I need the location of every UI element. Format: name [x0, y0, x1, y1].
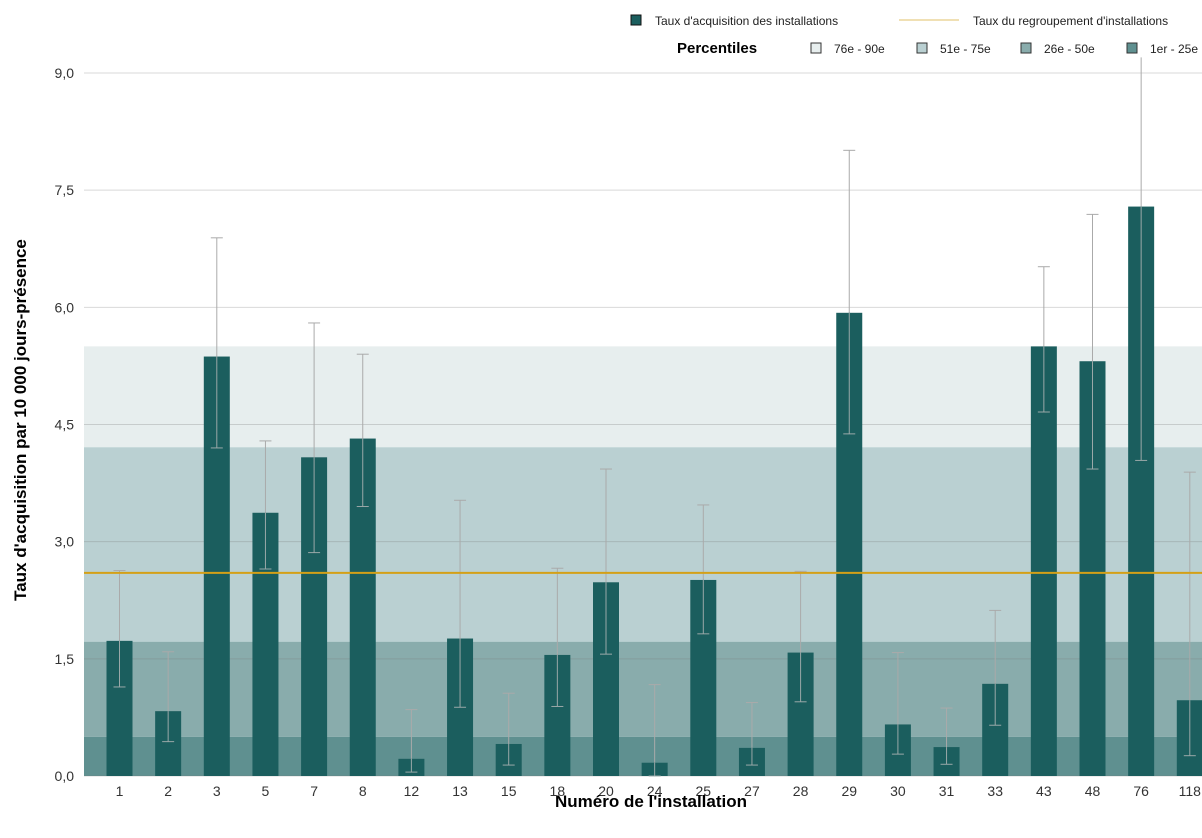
x-tick-label-1: 2: [164, 783, 172, 799]
percentile-band-3: [84, 346, 1202, 448]
x-tick-label-0: 1: [116, 783, 124, 799]
legend-label-1-25: 1er - 25e: [1150, 42, 1198, 56]
error-bars-over: [113, 206, 1196, 777]
x-tick-label-11: 24: [647, 783, 663, 799]
y-tick-label-3: 4,5: [55, 417, 75, 433]
legend-label-76-90: 76e - 90e: [834, 42, 885, 56]
legend-label-reference-line: Taux du regroupement d'installations: [973, 14, 1168, 28]
bar-43: [1030, 346, 1057, 776]
legend-label-51-75: 51e - 75e: [940, 42, 991, 56]
x-axis-title: Numéro de l'installation: [555, 792, 747, 811]
y-tick-label-1: 1,5: [55, 651, 75, 667]
legend-swatch-1-25: [1126, 42, 1138, 54]
x-tick-label-5: 8: [359, 783, 367, 799]
y-tick-labels: 0,0 1,5 3,0 4,5 6,0 7,5 9,0: [55, 65, 75, 784]
x-tick-label-2: 3: [213, 783, 221, 799]
x-tick-label-22: 118: [1179, 783, 1202, 799]
x-tick-label-12: 25: [696, 783, 712, 799]
legend-swatch-51-75: [916, 42, 928, 54]
x-tick-label-17: 31: [939, 783, 955, 799]
y-tick-label-6: 9,0: [55, 65, 75, 81]
x-tick-label-7: 13: [452, 783, 468, 799]
legend-swatch-76-90: [810, 42, 822, 54]
legend-label-facility-rate: Taux d'acquisition des installations: [655, 14, 838, 28]
x-tick-label-13: 27: [744, 783, 760, 799]
x-tick-label-14: 28: [793, 783, 809, 799]
x-tick-label-9: 18: [550, 783, 566, 799]
x-tick-label-21: 76: [1133, 783, 1149, 799]
x-tick-label-15: 29: [841, 783, 857, 799]
y-axis-title: Taux d'acquisition par 10 000 jours-prés…: [11, 239, 30, 601]
x-tick-label-16: 30: [890, 783, 906, 799]
x-tick-label-10: 20: [598, 783, 614, 799]
x-tick-label-20: 48: [1085, 783, 1101, 799]
legend-percentiles-heading: Percentiles: [677, 40, 757, 57]
percentile-bands: [84, 346, 1202, 776]
x-tick-label-19: 43: [1036, 783, 1052, 799]
y-tick-label-4: 6,0: [55, 299, 75, 315]
x-tick-label-3: 5: [262, 783, 270, 799]
y-tick-label-5: 7,5: [55, 182, 75, 198]
x-tick-labels: 1 2 3 5 7 8 12 13 15 18 20 24 25 27 28 29 30 31 33 43 48 76 11…: [116, 783, 1202, 799]
legend-label-26-50: 26e - 50e: [1044, 42, 1095, 56]
x-tick-label-8: 15: [501, 783, 517, 799]
x-tick-label-6: 12: [404, 783, 420, 799]
legend-swatch-facility-rate: [630, 14, 642, 26]
y-tick-label-2: 3,0: [55, 534, 75, 550]
x-tick-label-18: 33: [987, 783, 1003, 799]
y-tick-label-0: 0,0: [55, 768, 75, 784]
x-tick-label-4: 7: [310, 783, 318, 799]
legend-swatch-26-50: [1020, 42, 1032, 54]
